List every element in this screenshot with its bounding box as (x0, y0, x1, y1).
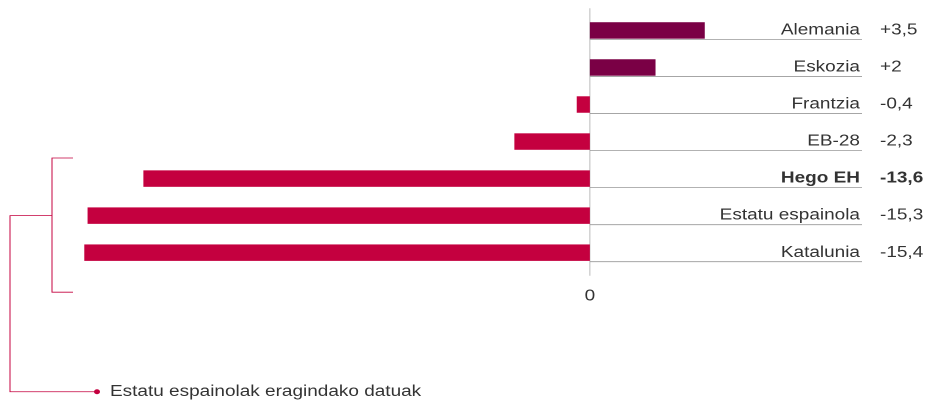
value-label: -15,3 (880, 205, 923, 223)
annotation: Estatu espainolak eragindako datuak (110, 381, 422, 399)
bar (589, 22, 705, 39)
bar (576, 96, 590, 113)
bracket (9, 157, 95, 393)
category-label: Eskozia (794, 57, 861, 75)
value-label: +2 (880, 57, 902, 75)
bar (143, 170, 590, 187)
value-label: -13,6 (880, 168, 924, 186)
x-tick-label: 0 (585, 286, 596, 304)
value-label: -2,3 (880, 131, 913, 149)
bar (84, 244, 590, 261)
bracket-connector (9, 215, 95, 393)
bracket-line (51, 157, 73, 293)
category-label: Frantzia (791, 94, 860, 112)
bar (514, 133, 590, 150)
value-label: -15,4 (880, 242, 924, 260)
value-label: +3,5 (880, 20, 917, 38)
category-label: Estatu espainola (720, 205, 861, 223)
plot: Estatu espainolak eragindako datuak 0 Ale… (9, 8, 924, 399)
bar (589, 59, 656, 76)
bar (87, 207, 590, 224)
category-label: Katalunia (781, 242, 860, 260)
category-label: Alemania (781, 20, 860, 38)
bracket-dot (94, 389, 100, 395)
category-label: Hego EH (781, 168, 860, 186)
value-label: -0,4 (880, 94, 913, 112)
category-label: EB-28 (807, 131, 860, 149)
